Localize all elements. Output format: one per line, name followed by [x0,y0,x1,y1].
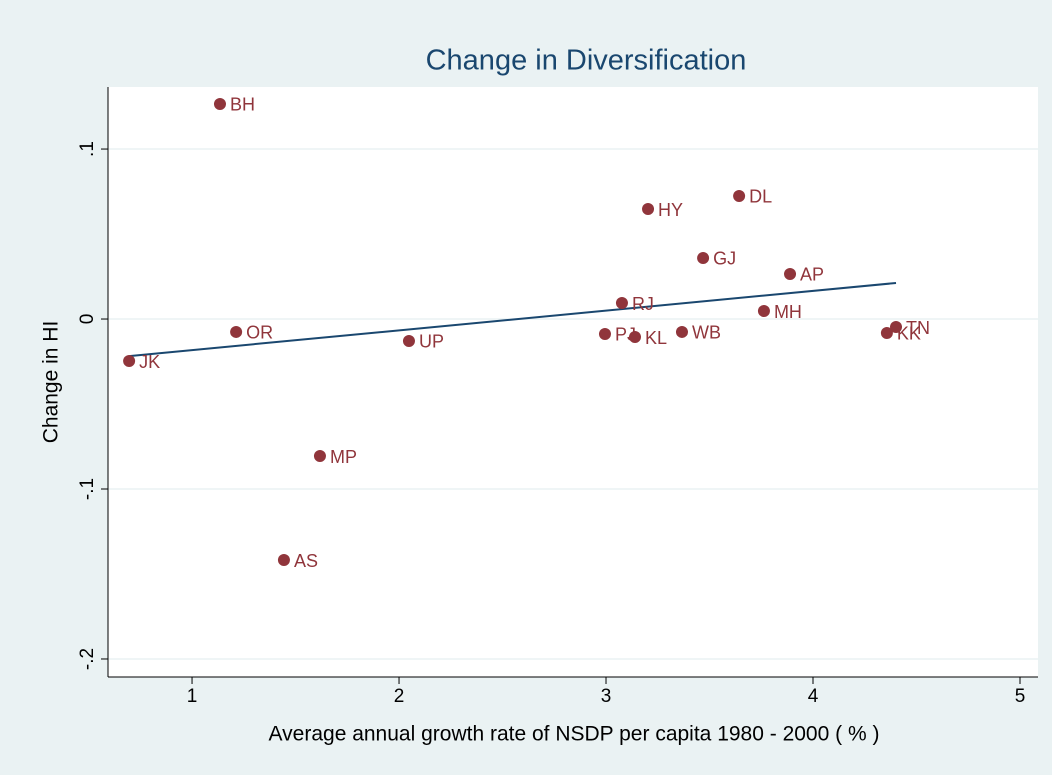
point-label: OR [246,323,273,343]
point [615,297,628,310]
point [642,203,655,216]
x-tick-label: 5 [1015,686,1026,707]
point-label: KL [645,328,667,348]
point-label: TN [906,318,930,338]
y-axis-title: Change in HI [40,321,63,444]
point-label: UP [419,332,444,352]
point-label: HY [658,200,683,220]
point [757,305,770,318]
point [313,450,326,463]
point [277,554,290,567]
point [123,355,136,368]
point [890,321,903,334]
x-tick-label: 2 [394,686,405,707]
point-label: JK [139,352,160,372]
y-tick-label: 0 [77,314,98,325]
point-label: WB [692,323,721,343]
x-tick-label: 4 [808,686,819,707]
plot-area [108,87,1038,677]
y-tick-label: -.1 [77,478,98,500]
point-label: AP [800,265,824,285]
point-label: BH [230,95,255,115]
point-label: KK [897,324,921,344]
point [402,334,415,347]
point [598,327,611,340]
point [733,189,746,202]
point [628,331,641,344]
point [697,251,710,264]
y-tick-label: -.2 [77,648,98,670]
x-axis-title: Average annual growth rate of NSDP per c… [269,723,880,746]
chart-title: Change in Diversification [426,45,747,77]
point [880,326,893,339]
point [675,325,688,338]
fit-line [129,281,897,358]
point-label: MH [774,302,802,322]
point [213,97,226,110]
point-label: DL [749,187,772,207]
point-label: AS [294,551,318,571]
point-label: RJ [632,294,654,314]
x-tick-label: 1 [187,686,198,707]
x-tick-label: 3 [601,686,612,707]
point [230,325,243,338]
y-tick-label: .1 [77,141,98,157]
point-label: GJ [713,249,736,269]
point [784,267,797,280]
point-label: MP [330,447,357,467]
